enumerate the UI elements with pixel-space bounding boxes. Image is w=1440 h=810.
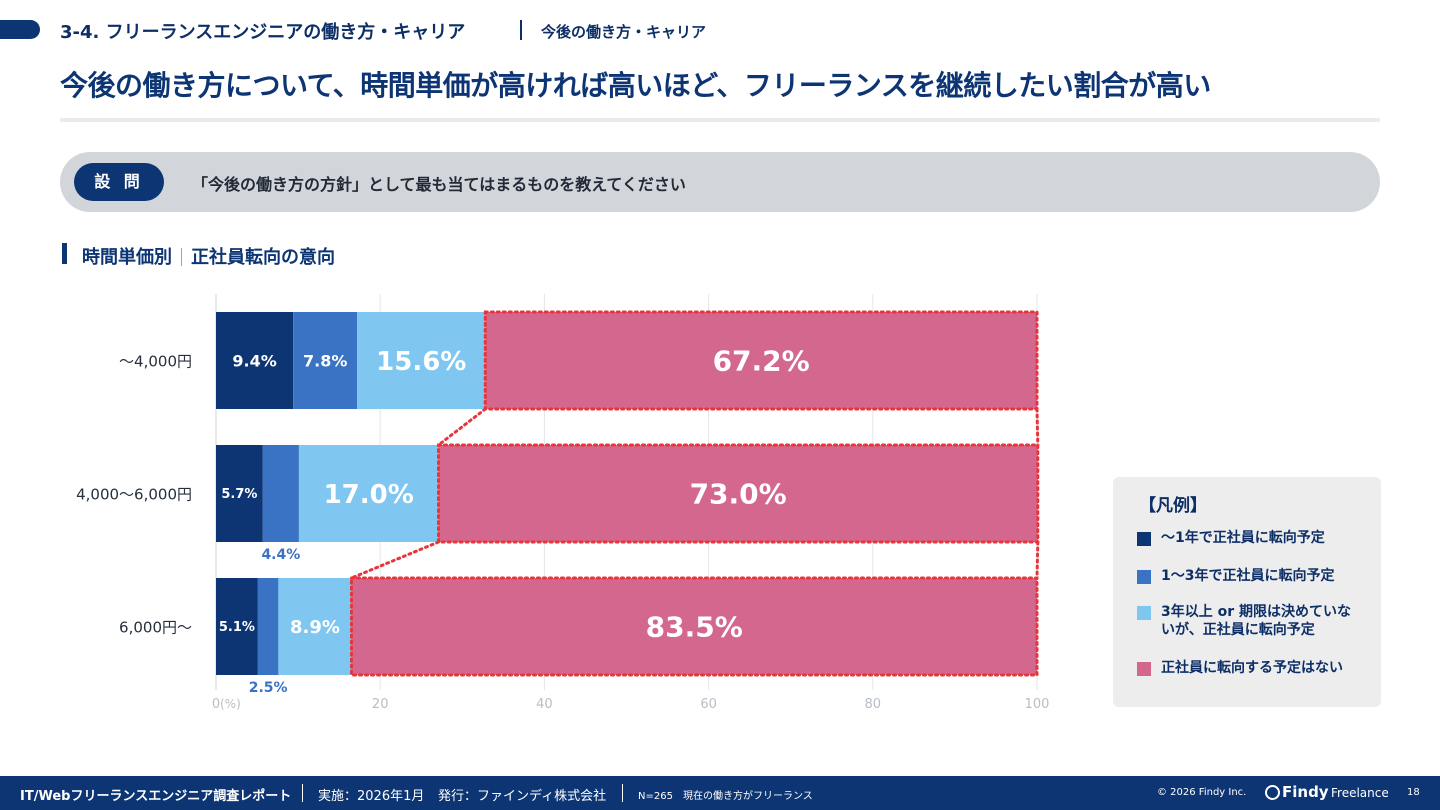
bar-segment xyxy=(278,578,352,675)
legend-swatch-pink xyxy=(1137,662,1151,676)
data-label: 5.7% xyxy=(221,487,257,502)
legend-item-no-plan: 正社員に転向する予定はない xyxy=(1137,659,1357,677)
footer-copyright: © 2026 Findy Inc. xyxy=(1157,787,1247,798)
highlight-connector xyxy=(349,540,440,580)
legend-swatch-blue xyxy=(1137,570,1151,584)
subheading-separator xyxy=(181,248,182,266)
chart-subheading: 時間単価別 正社員転向の意向 xyxy=(82,243,335,269)
x-tick-label: 20 xyxy=(372,697,389,712)
bar-segment xyxy=(216,445,263,542)
data-label: 2.5% xyxy=(249,680,288,696)
footer-report-title: IT/Webフリーランスエンジニア調査レポート xyxy=(20,789,292,804)
x-tick-label: 100 xyxy=(1025,697,1050,712)
y-category-label: 4,000～6,000円 xyxy=(76,486,192,504)
footer-page-number: 18 xyxy=(1407,787,1420,798)
legend-label: 正社員に転向する予定はない xyxy=(1161,660,1343,676)
data-label: 17.0% xyxy=(324,480,414,510)
footer-divider xyxy=(302,784,303,802)
footer-divider xyxy=(622,784,623,802)
footer-brand: Findy xyxy=(1282,783,1329,801)
section-title: 3-4. フリーランスエンジニアの働き方・キャリア xyxy=(60,22,466,43)
section-subtitle: 今後の働き方・キャリア xyxy=(541,23,707,41)
data-label: 15.6% xyxy=(376,347,466,377)
legend-title: 【凡例】 xyxy=(1139,496,1207,516)
legend-item-1-to-3-years: 1～3年で正社員に転向予定 xyxy=(1137,567,1357,585)
stacked-bar-chart: 0 20 40 60 80 100 (%) ～4,000円 4,000～6,000円 6,000円… xyxy=(76,294,1050,712)
bar-segment xyxy=(262,445,299,542)
highlight-outline xyxy=(436,443,1040,544)
findy-logo-icon xyxy=(1265,785,1280,800)
section-divider xyxy=(520,20,522,40)
footer-sample-note: N=265 現在の働き方がフリーランス xyxy=(638,791,813,802)
footer-publisher: 発行：ファインディ株式会社 xyxy=(438,789,607,804)
subheading-right: 正社員転向の意向 xyxy=(191,247,335,268)
page-headline: 今後の働き方について、時間単価が高ければ高いほど、フリーランスを継続したい割合が… xyxy=(60,69,1211,102)
bar-segment xyxy=(485,312,1038,409)
data-label: 8.9% xyxy=(290,617,340,638)
bar-segment xyxy=(357,312,486,409)
chart-legend: 【凡例】 ～1年で正社員に転向予定 1～3年で正社員に転向予定 3年以上 or … xyxy=(1113,477,1381,707)
legend-label: 3年以上 or 期限は決めていないが、正社員に転向予定 xyxy=(1161,604,1352,638)
bar-segment xyxy=(438,445,1038,542)
question-band: 設 問 「今後の働き方の方針」として最も当てはまるものを教えてください xyxy=(60,152,1380,212)
data-label: 7.8% xyxy=(303,351,347,370)
data-label: 83.5% xyxy=(646,611,743,644)
page-footer: IT/Webフリーランスエンジニア調査レポート 実施：2026年1月 発行：ファ… xyxy=(0,776,1440,810)
subheading-accent-bar xyxy=(62,243,67,264)
y-category-label: 6,000円～ xyxy=(119,619,192,637)
x-tick-label: 80 xyxy=(865,697,882,712)
question-badge: 設 問 xyxy=(74,163,164,201)
headline-rule xyxy=(60,118,1380,122)
bar-segment xyxy=(298,445,439,542)
highlight-outline xyxy=(349,576,1039,677)
highlight-outline xyxy=(483,310,1039,411)
legend-item-3-years-plus: 3年以上 or 期限は決めていないが、正社員に転向予定 xyxy=(1137,603,1357,639)
data-label: 5.1% xyxy=(219,620,255,635)
data-label: 67.2% xyxy=(713,345,810,378)
legend-item-within-1-year: ～1年で正社員に転向予定 xyxy=(1137,529,1357,547)
data-label: 4.4% xyxy=(261,547,300,563)
footer-brand-sub: Freelance xyxy=(1331,786,1389,800)
bar-segment xyxy=(351,578,1038,675)
x-tick-label: 40 xyxy=(536,697,553,712)
legend-label: 1～3年で正社員に転向予定 xyxy=(1161,568,1335,584)
data-label: 73.0% xyxy=(690,478,787,511)
x-tick-label: 0 xyxy=(212,697,220,712)
bar-segment xyxy=(293,312,358,409)
legend-swatch-light-blue xyxy=(1137,606,1151,620)
bar-segment xyxy=(257,578,279,675)
section-tab-marker xyxy=(0,20,40,39)
bar-segment xyxy=(216,312,294,409)
highlight-connector xyxy=(436,407,487,447)
x-tick-label: 60 xyxy=(700,697,717,712)
subheading-left: 時間単価別 xyxy=(82,247,172,268)
x-unit-label: (%) xyxy=(220,697,241,711)
footer-conducted: 実施：2026年1月 xyxy=(318,789,425,804)
legend-swatch-navy xyxy=(1137,532,1151,546)
data-label: 9.4% xyxy=(232,351,276,370)
y-category-label: ～4,000円 xyxy=(119,353,192,371)
highlight-connector xyxy=(1035,407,1040,447)
bar-segment xyxy=(216,578,258,675)
legend-label: ～1年で正社員に転向予定 xyxy=(1161,530,1325,546)
question-text: 「今後の働き方の方針」として最も当てはまるものを教えてください xyxy=(192,175,686,194)
highlight-connector xyxy=(1035,540,1040,580)
